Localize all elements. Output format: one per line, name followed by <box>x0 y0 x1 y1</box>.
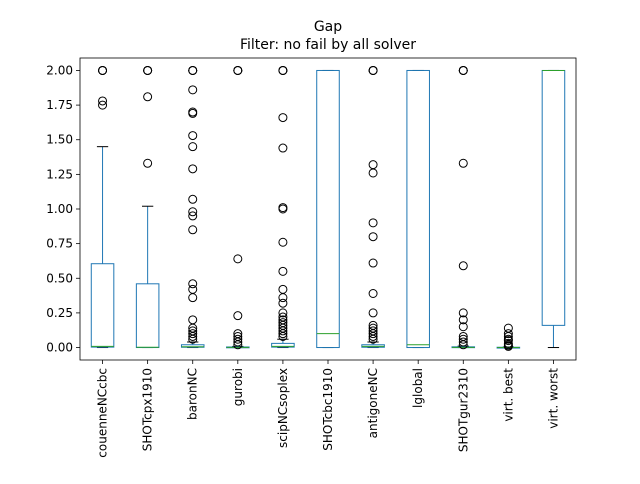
outlier-point <box>188 131 198 141</box>
box <box>316 69 340 349</box>
x-tick-label: gurobi <box>231 368 245 406</box>
outlier-point <box>278 298 288 308</box>
outlier-point <box>233 334 243 344</box>
outlier-point <box>278 237 288 247</box>
outlier-point <box>233 311 243 321</box>
outlier-point <box>368 160 378 170</box>
outlier-point <box>98 65 108 75</box>
outlier-point <box>188 164 198 174</box>
outlier-point <box>503 329 513 339</box>
outlier-point <box>188 194 198 204</box>
outlier-point <box>458 308 468 318</box>
outlier-point <box>278 315 288 325</box>
outlier-point <box>368 320 378 330</box>
y-tick-label: 1.50 <box>46 133 73 147</box>
outlier-point <box>233 254 243 264</box>
x-tick-label: scipNCsoplex <box>276 368 290 448</box>
outlier-point <box>368 326 378 336</box>
outlier-point <box>368 308 378 318</box>
outlier-point <box>98 96 108 106</box>
outlier-point <box>188 315 198 325</box>
outlier-point <box>458 158 468 168</box>
outlier-point <box>143 158 153 168</box>
outlier-point <box>188 142 198 152</box>
outlier-point <box>278 318 288 328</box>
plot-area: 0.00 0.25 0.50 0.75 1.00 1.25 1.50 1.75 2.00 coue… <box>46 57 577 458</box>
outlier-point <box>503 334 513 344</box>
outlier-point <box>458 65 468 75</box>
x-tick-label: baronNC <box>186 368 200 420</box>
outlier-point <box>143 65 153 75</box>
x-tick-label: SHOTcbc1910 <box>321 368 335 451</box>
plot-frame <box>79 57 577 361</box>
outlier-point <box>98 100 108 110</box>
x-tick-label: SHOTcpx1910 <box>141 368 155 451</box>
y-tick-label: 1.25 <box>46 167 73 181</box>
outlier-point <box>188 225 198 235</box>
outlier-point <box>278 203 288 213</box>
y-tick-label: 0.00 <box>46 341 73 355</box>
outlier-point <box>458 334 468 344</box>
outlier-point <box>368 232 378 242</box>
outlier-point <box>368 323 378 333</box>
x-tick-label: virt. worst <box>546 368 560 429</box>
outlier-point <box>188 211 198 221</box>
outlier-point <box>188 85 198 95</box>
outlier-point <box>368 218 378 228</box>
outlier-point <box>368 65 378 75</box>
outlier-point <box>368 289 378 299</box>
y-tick-label: 1.00 <box>46 202 73 216</box>
x-tick-label: couenneNCcbc <box>96 368 110 458</box>
outlier-point <box>188 284 198 294</box>
outlier-point <box>188 65 198 75</box>
box <box>406 69 430 349</box>
outlier-point <box>278 65 288 75</box>
y-tick-label: 0.25 <box>46 306 73 320</box>
y-tick-label: 0.75 <box>46 237 73 251</box>
outlier-point <box>233 65 243 75</box>
y-tick-label: 1.75 <box>46 98 73 112</box>
outlier-point <box>278 312 288 322</box>
outlier-point <box>458 315 468 325</box>
outlier-point <box>458 322 468 332</box>
outlier-point <box>233 329 243 339</box>
x-tick-label: antigoneNC <box>366 368 380 438</box>
outlier-point <box>458 337 468 347</box>
chart-title: Gap <box>314 19 342 35</box>
outlier-point <box>278 308 288 318</box>
outlier-point <box>503 323 513 333</box>
outlier-point <box>188 107 198 117</box>
outlier-point <box>233 331 243 341</box>
box <box>180 344 205 348</box>
box <box>90 263 115 348</box>
outlier-point <box>188 207 198 217</box>
outlier-point <box>278 113 288 123</box>
chart-subtitle: Filter: no fail by all solver <box>240 37 416 53</box>
outlier-point <box>278 284 288 294</box>
outlier-point <box>368 258 378 268</box>
outlier-point <box>458 261 468 271</box>
outlier-point <box>188 279 198 289</box>
y-tick-label: 2.00 <box>46 63 73 77</box>
outlier-point <box>458 331 468 341</box>
outlier-point <box>143 92 153 102</box>
box <box>271 342 295 348</box>
x-tick-label: lglobal <box>411 368 425 408</box>
outlier-point <box>188 329 198 339</box>
outlier-point <box>278 266 288 276</box>
outlier-point <box>278 143 288 153</box>
outlier-point <box>503 338 513 348</box>
y-tick-label: 0.50 <box>46 271 73 285</box>
x-tick-label: SHOTgur2310 <box>456 368 470 452</box>
outlier-point <box>188 326 198 336</box>
x-tick-label: virt. best <box>501 368 515 422</box>
